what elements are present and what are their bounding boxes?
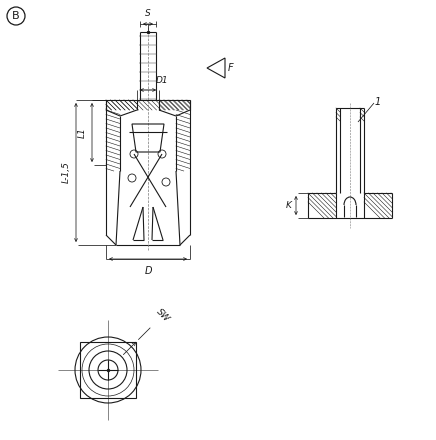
Text: B: B [12, 11, 20, 21]
Text: SW: SW [154, 307, 171, 324]
Text: L-1,5: L-1,5 [62, 161, 71, 183]
Text: K: K [286, 201, 292, 210]
Text: D1: D1 [156, 76, 169, 85]
Text: L1: L1 [78, 127, 87, 138]
Text: F: F [228, 63, 234, 73]
Text: S: S [145, 9, 151, 18]
Text: D: D [144, 266, 152, 276]
Text: 1: 1 [375, 97, 381, 107]
